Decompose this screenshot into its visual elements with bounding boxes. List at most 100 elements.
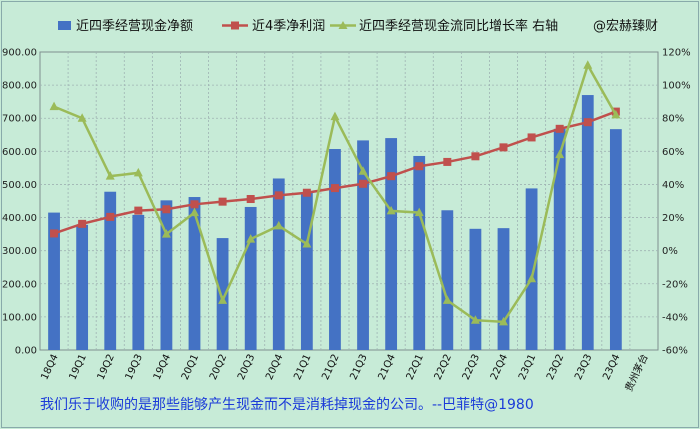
x-tick-label: 23Q4	[601, 353, 622, 382]
growth-point	[246, 234, 256, 243]
bar	[48, 212, 60, 350]
bar-series	[48, 95, 622, 351]
y-left-tick-label: 200.00	[2, 279, 37, 290]
growth-point	[442, 295, 452, 304]
y-left-tick-label: 800.00	[2, 81, 37, 92]
y-left-tick-label: 100.00	[2, 312, 37, 323]
caption-quote: 我们乐于收购的是那些能够产生现金而不是消耗掉现金的公司。--巴菲特@1980	[40, 397, 534, 413]
x-tick-label: 23Q2	[545, 353, 566, 382]
x-tick-label: 20Q4	[264, 353, 285, 382]
bar	[160, 200, 173, 350]
y-left-tick-label: 0.00	[15, 346, 37, 357]
growth-point	[583, 60, 593, 69]
legend-profit-marker	[231, 21, 239, 30]
x-tick-label: 贵州茅台	[622, 352, 651, 394]
profit-point	[387, 172, 396, 181]
y-axis-left: 0.00 100.00 200.00 300.00 400.00 500.00 600.00…	[2, 48, 37, 357]
growth-point	[527, 273, 537, 283]
bar	[469, 228, 482, 350]
bar	[272, 178, 285, 350]
x-tick-label: 19Q3	[124, 353, 145, 382]
bar	[300, 192, 313, 350]
x-tick-label: 22Q1	[405, 353, 426, 382]
bar	[525, 188, 538, 350]
x-tick-label: 21Q4	[376, 353, 397, 382]
growth-point	[105, 171, 115, 180]
y-right-tick-label: 80%	[662, 114, 684, 125]
y-right-tick-label: -40%	[662, 312, 688, 323]
y-right-tick-label: -20%	[662, 279, 688, 290]
profit-point	[106, 212, 115, 221]
bar	[553, 128, 566, 350]
gridlines	[39, 51, 659, 351]
legend-growth-marker	[338, 21, 348, 29]
bar	[76, 224, 89, 350]
y-right-tick-label: 40%	[662, 180, 684, 191]
growth-point	[358, 166, 368, 175]
y-axis-right: -60% -40% -20% 0% 20% 40% 60% 80% 100% 120%	[662, 48, 691, 357]
bar	[385, 138, 398, 350]
growth-point	[302, 239, 312, 248]
legend-bar-label: 近四季经营现金净额	[76, 18, 193, 34]
y-left-tick-label: 900.00	[2, 48, 37, 59]
x-tick-label: 22Q3	[461, 353, 482, 382]
growth-point	[49, 101, 59, 111]
growth-line-series	[49, 60, 621, 326]
y-right-tick-label: 60%	[662, 147, 684, 158]
profit-point	[302, 188, 311, 197]
profit-point	[499, 143, 508, 152]
y-right-tick-label: 120%	[662, 48, 691, 59]
x-tick-label: 20Q2	[208, 353, 229, 382]
profit-point	[190, 200, 199, 209]
legend-bar-swatch	[58, 21, 71, 30]
profit-point	[415, 162, 424, 171]
legend-profit-label: 近4季净利润	[252, 19, 325, 34]
profit-point	[330, 184, 339, 193]
y-right-tick-label: 100%	[662, 81, 691, 92]
y-right-tick-label: 20%	[662, 213, 684, 224]
x-tick-label: 19Q2	[96, 353, 117, 382]
x-tick-label: 18Q4	[39, 353, 60, 382]
y-left-tick-label: 700.00	[2, 114, 37, 125]
profit-point	[471, 152, 480, 161]
x-tick-label: 22Q4	[489, 353, 510, 382]
y-right-tick-label: -60%	[662, 346, 688, 357]
bar	[244, 206, 257, 350]
profit-point	[583, 118, 592, 127]
growth-point	[414, 207, 424, 217]
x-tick-label: 23Q1	[517, 353, 538, 382]
profit-point	[218, 197, 227, 206]
growth-point	[555, 149, 565, 159]
legend-growth-label: 近四季经营现金流同比增长率 右轴	[359, 18, 558, 34]
y-right-tick-label: 0%	[662, 246, 678, 257]
profit-point	[246, 195, 255, 204]
growth-point	[274, 220, 284, 230]
profit-point	[555, 124, 564, 133]
bar	[216, 238, 229, 350]
profit-point	[443, 157, 452, 166]
x-tick-label: 21Q3	[348, 353, 369, 382]
growth-point	[330, 111, 340, 121]
profit-point	[78, 219, 87, 228]
bar	[581, 95, 594, 351]
x-tick-label: 19Q4	[152, 353, 173, 382]
legend: 近四季经营现金净额 近4季净利润 近四季经营现金流同比增长率 右轴 @宏赫臻财	[58, 18, 658, 34]
profit-point	[50, 229, 59, 238]
growth-point	[611, 109, 621, 119]
x-tick-label: 23Q3	[573, 353, 594, 382]
y-left-tick-label: 300.00	[2, 246, 37, 257]
x-tick-label: 22Q2	[433, 353, 454, 382]
profit-point	[162, 205, 171, 214]
x-tick-label: 21Q1	[292, 353, 313, 382]
x-tick-label: 19Q1	[67, 353, 88, 382]
y-left-tick-label: 400.00	[2, 213, 37, 224]
growth-point	[218, 295, 228, 304]
y-left-tick-label: 500.00	[2, 180, 37, 191]
bar	[413, 155, 426, 350]
growth-point	[161, 229, 171, 238]
bar	[104, 191, 117, 350]
y-left-tick-label: 600.00	[2, 147, 37, 158]
profit-point	[359, 179, 368, 188]
